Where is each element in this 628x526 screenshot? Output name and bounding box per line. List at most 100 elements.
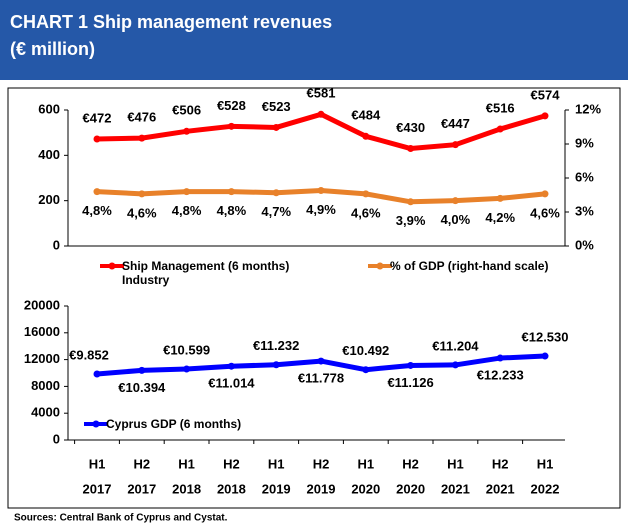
x-tick-label: 2017 <box>127 481 156 496</box>
y2-tick-label: 6% <box>575 169 594 184</box>
data-label: 4,0% <box>441 212 471 227</box>
data-label: €12.233 <box>477 367 524 382</box>
data-label: €11.204 <box>432 338 479 353</box>
x-tick-label: H2 <box>492 456 509 471</box>
point <box>496 125 504 133</box>
data-label: €10.492 <box>342 343 389 358</box>
data-label: €476 <box>127 110 156 125</box>
data-label: €12.530 <box>522 329 569 344</box>
data-label: €430 <box>396 120 425 135</box>
point <box>183 365 191 373</box>
point <box>317 186 325 194</box>
point <box>138 134 146 142</box>
x-tick-label: H1 <box>537 456 554 471</box>
point <box>541 352 549 360</box>
x-tick-label: H1 <box>178 456 195 471</box>
data-label: €574 <box>531 87 561 102</box>
point <box>496 354 504 362</box>
y2-tick-label: 9% <box>575 135 594 150</box>
y-tick-label: 400 <box>38 147 60 162</box>
data-label: 3,9% <box>396 213 426 228</box>
legend-label: % of GDP (right-hand scale) <box>390 259 549 273</box>
data-label: €11.126 <box>387 375 433 390</box>
data-label: €506 <box>172 103 201 118</box>
data-label: €10.394 <box>118 380 166 395</box>
point <box>93 370 101 378</box>
point <box>362 366 370 374</box>
data-label: €581 <box>307 86 336 101</box>
x-tick-label: 2018 <box>217 481 246 496</box>
data-label: €11.232 <box>253 338 299 353</box>
point <box>272 123 280 131</box>
x-tick-label: 2019 <box>262 481 291 496</box>
x-tick-label: 2020 <box>396 481 425 496</box>
data-label: 4,7% <box>261 204 291 219</box>
point <box>183 127 191 135</box>
x-tick-label: H2 <box>223 456 240 471</box>
y-tick-label: 12000 <box>24 351 60 366</box>
point <box>272 189 280 197</box>
point <box>407 198 415 206</box>
point <box>451 361 459 369</box>
legend-marker <box>108 262 116 270</box>
y-tick-label: 0 <box>53 431 60 446</box>
point <box>407 361 415 369</box>
point <box>451 141 459 149</box>
point <box>227 362 235 370</box>
data-label: €9.852 <box>69 347 109 362</box>
data-label: 4,9% <box>306 202 336 217</box>
y-tick-label: 16000 <box>24 324 60 339</box>
point <box>541 112 549 120</box>
data-label: €11.778 <box>298 371 344 386</box>
data-label: 4,6% <box>127 205 157 220</box>
point <box>138 190 146 198</box>
y2-tick-label: 0% <box>575 237 594 252</box>
point <box>227 122 235 130</box>
data-label: 4,8% <box>172 203 202 218</box>
data-label: €523 <box>262 99 291 114</box>
header: CHART 1 Ship management revenues (€ mill… <box>0 0 628 80</box>
point <box>541 190 549 198</box>
x-tick-label: 2021 <box>486 481 515 496</box>
x-tick-label: 2018 <box>172 481 201 496</box>
x-tick-label: 2022 <box>531 481 560 496</box>
x-tick-label: 2020 <box>351 481 380 496</box>
point <box>317 357 325 365</box>
data-label: €472 <box>83 110 112 125</box>
y-tick-label: 200 <box>38 192 60 207</box>
x-tick-label: 2019 <box>307 481 336 496</box>
point <box>272 361 280 369</box>
legend-label: Ship Management (6 months) Industry <box>122 259 290 287</box>
x-tick-label: 2021 <box>441 481 470 496</box>
x-tick-label: H1 <box>357 456 374 471</box>
frame <box>7 87 621 509</box>
point <box>93 188 101 196</box>
x-tick-label: H2 <box>313 456 330 471</box>
x-tick-label: 2017 <box>83 481 112 496</box>
data-label: 4,8% <box>217 203 247 218</box>
point <box>93 135 101 143</box>
data-label: 4,6% <box>530 205 560 220</box>
x-tick-label: H1 <box>447 456 464 471</box>
point <box>362 190 370 198</box>
data-label: €10.599 <box>163 342 210 357</box>
x-tick-label: H1 <box>268 456 285 471</box>
data-label: €516 <box>486 100 515 115</box>
source: Sources: Central Bank of Cyprus and Cyst… <box>14 513 228 524</box>
point <box>317 110 325 118</box>
data-label: 4,8% <box>82 203 112 218</box>
point <box>138 366 146 374</box>
legend-marker <box>376 262 384 270</box>
y-tick-label: 0 <box>53 237 60 252</box>
data-label: €11.014 <box>208 376 255 391</box>
data-label: 4,2% <box>485 210 515 225</box>
legend-marker <box>92 420 100 428</box>
x-tick-label: H2 <box>133 456 150 471</box>
chart-title: CHART 1 Ship management revenues <box>10 12 333 32</box>
x-tick-label: H1 <box>89 456 106 471</box>
data-label: €528 <box>217 98 246 113</box>
point <box>451 197 459 205</box>
data-label: 4,6% <box>351 205 381 220</box>
point <box>183 188 191 196</box>
